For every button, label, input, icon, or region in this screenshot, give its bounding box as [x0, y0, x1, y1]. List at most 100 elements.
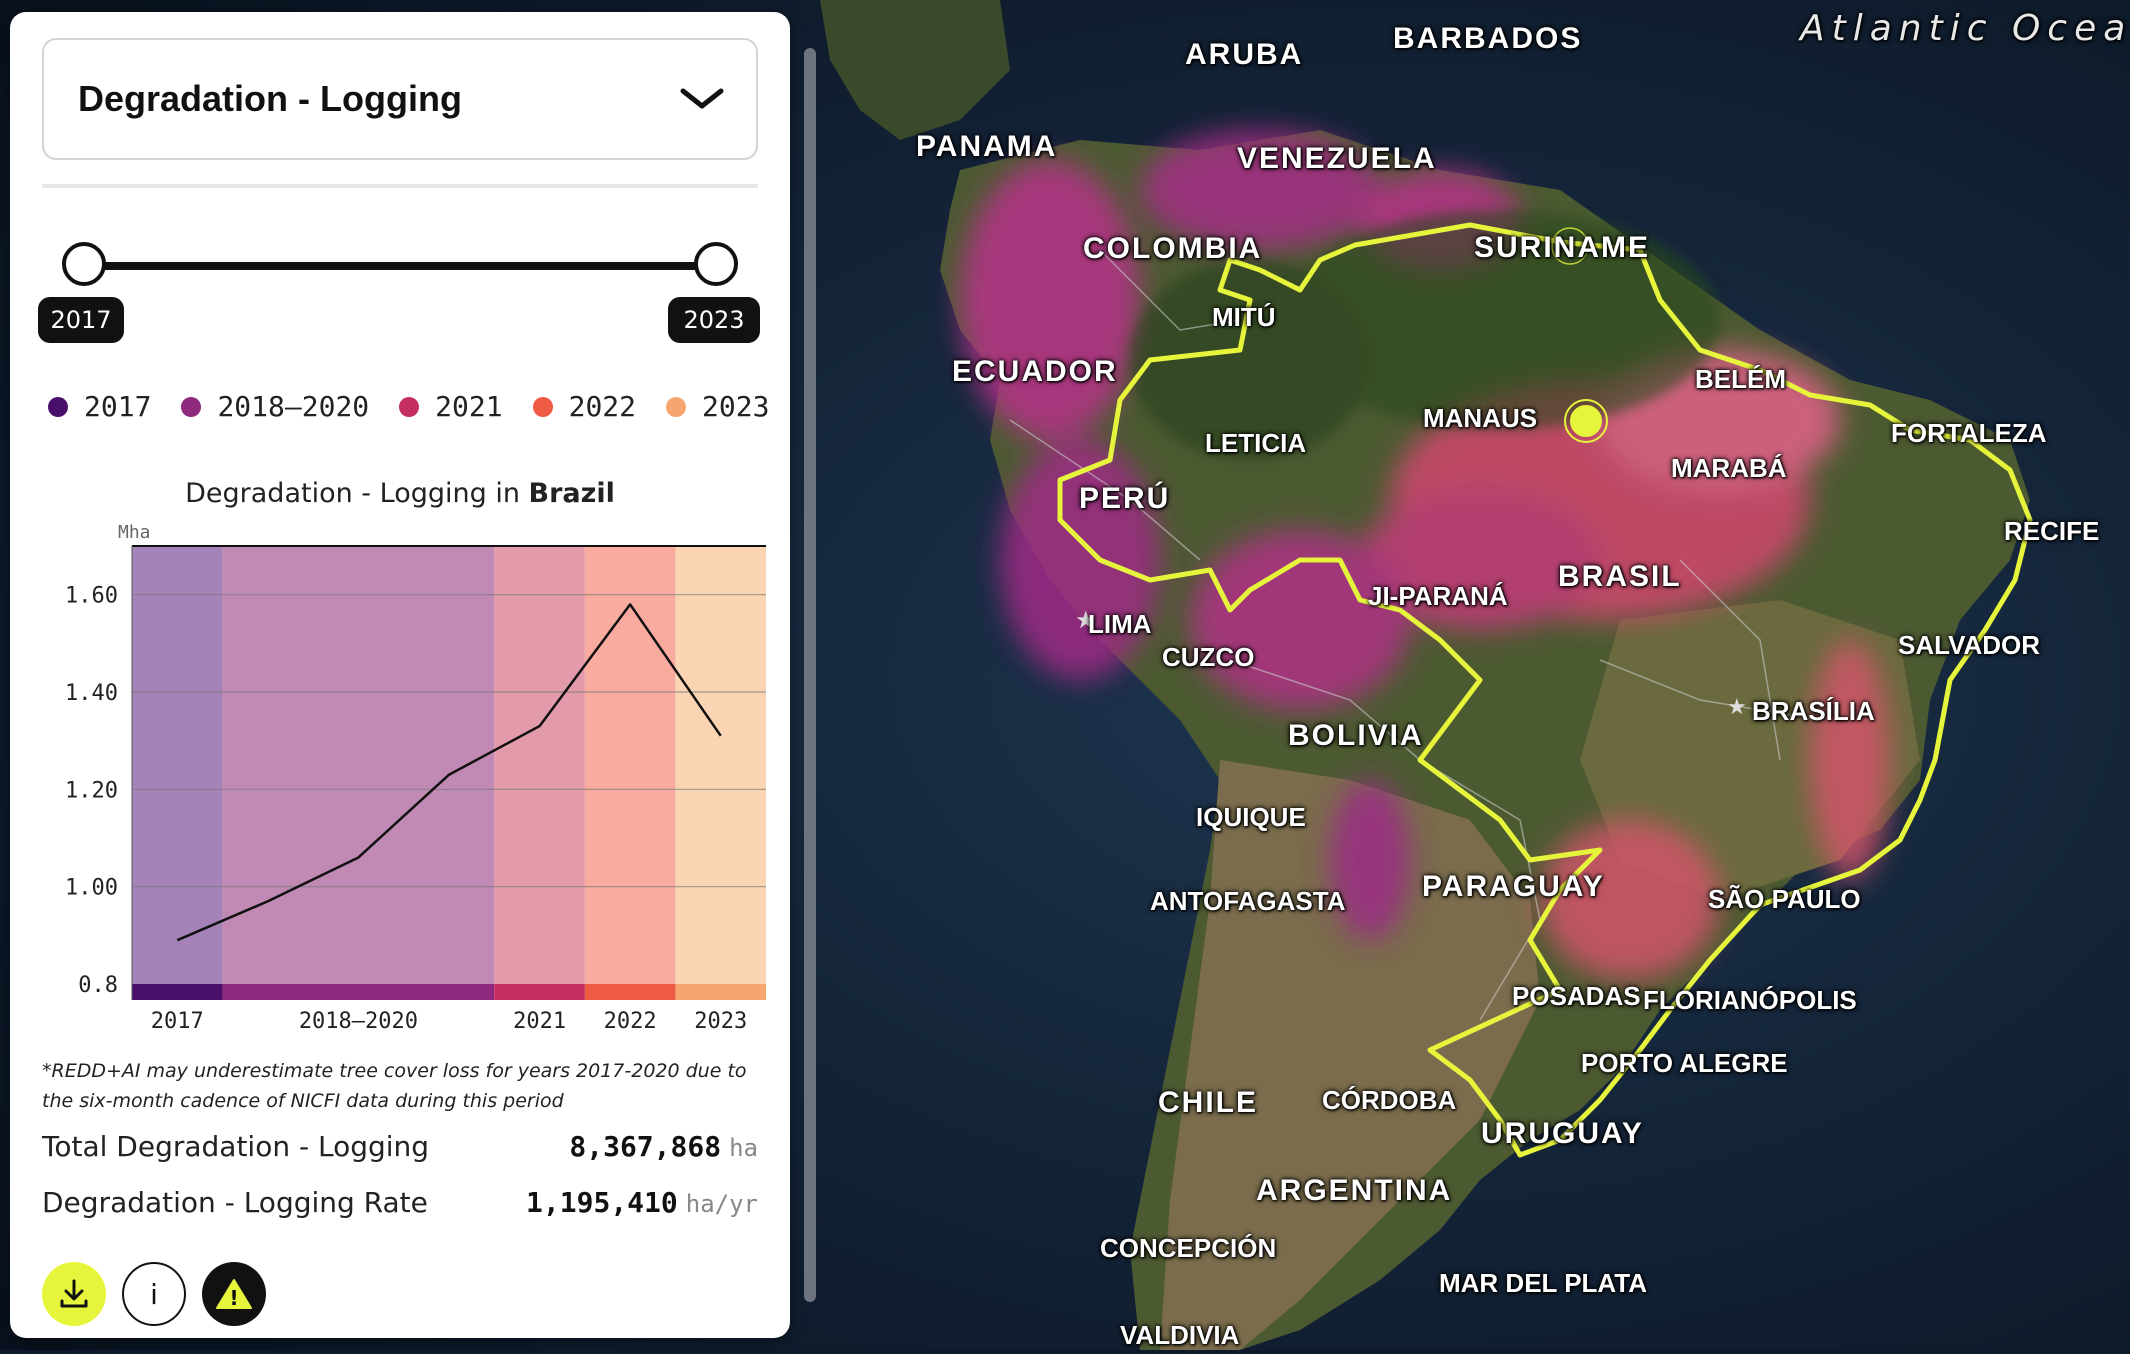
map-label-suriname: SURINAME	[1474, 231, 1650, 265]
stat-total-unit: ha	[729, 1134, 758, 1162]
legend-swatch	[399, 397, 419, 417]
chart-band-base	[494, 984, 585, 1000]
map-label-manaus: MANAUS	[1423, 403, 1537, 434]
divider	[42, 184, 758, 188]
info-button[interactable]: i	[122, 1262, 186, 1326]
year-slider-end-handle[interactable]	[694, 242, 738, 286]
chart-band	[223, 546, 495, 984]
ocean-label: Atlantic Ocean	[1800, 8, 2130, 49]
chart-title-prefix: Degradation - Logging in	[185, 478, 528, 509]
y-tick-label: 1.40	[65, 681, 118, 706]
chevron-down-icon	[680, 87, 724, 111]
legend-label: 2022	[569, 390, 636, 423]
legend-swatch	[533, 397, 553, 417]
stat-rate-value: 1,195,410	[526, 1186, 678, 1219]
location-marker	[1571, 406, 1601, 436]
stat-rate-label: Degradation - Logging Rate	[42, 1186, 428, 1219]
map-label-cordoba: CÓRDOBA	[1322, 1085, 1456, 1116]
map-label-bolivia: BOLIVIA	[1288, 719, 1424, 753]
map-label-antofagasta: ANTOFAGASTA	[1150, 886, 1345, 917]
map-label-brasilia: BRASÍLIA	[1752, 696, 1875, 727]
y-tick-label: 1.20	[65, 778, 118, 803]
map-label-paraguay: PARAGUAY	[1422, 870, 1605, 904]
legend-item: 2021	[399, 390, 502, 423]
legend-label: 2017	[84, 390, 151, 423]
legend-label: 2023	[702, 390, 769, 423]
y-tick-label: 1.60	[65, 584, 118, 609]
map-label-sao-paulo: SÃO PAULO	[1708, 884, 1861, 915]
map-label-ji-parana: JI-PARANÁ	[1368, 581, 1508, 612]
chart-title-country: Brazil	[529, 478, 615, 509]
stat-rate-unit: ha/yr	[686, 1190, 758, 1218]
warning-button[interactable]: !	[202, 1262, 266, 1326]
legend-item: 2022	[533, 390, 636, 423]
map-label-florianopolis: FLORIANÓPOLIS	[1643, 985, 1857, 1016]
x-tick-label: 2021	[513, 1009, 566, 1034]
stat-rate: Degradation - Logging Rate 1,195,410 ha/y…	[42, 1186, 758, 1219]
chart-band-base	[132, 984, 223, 1000]
chart-band	[585, 546, 676, 984]
download-icon	[57, 1277, 91, 1311]
map-label-aruba: ARUBA	[1185, 38, 1303, 72]
year-slider-start-handle[interactable]	[62, 242, 106, 286]
legend-swatch	[666, 397, 686, 417]
x-tick-label: 2023	[694, 1009, 747, 1034]
map-label-lima: LIMA	[1088, 609, 1152, 640]
map-label-salvador: SALVADOR	[1898, 630, 2040, 661]
map-label-fortaleza: FORTALEZA	[1891, 418, 2047, 449]
download-button[interactable]	[42, 1262, 106, 1326]
map-label-peru: PERÚ	[1079, 482, 1170, 516]
stat-total-label: Total Degradation - Logging	[42, 1130, 429, 1163]
layer-dropdown-label: Degradation - Logging	[78, 78, 462, 120]
map-label-posadas: POSADAS	[1512, 981, 1641, 1012]
map-label-argentina: ARGENTINA	[1256, 1174, 1452, 1208]
legend-label: 2021	[435, 390, 502, 423]
map-label-brasil: BRASIL	[1558, 560, 1682, 594]
chart-band	[675, 546, 766, 984]
map-label-mitu: MITÚ	[1212, 302, 1276, 333]
legend-swatch	[48, 397, 68, 417]
year-slider-end-label: 2023	[668, 297, 760, 343]
map-label-barbados: BARBADOS	[1393, 22, 1582, 56]
year-slider-track[interactable]	[84, 262, 716, 270]
legend-swatch	[181, 397, 201, 417]
panel-scrollbar[interactable]	[804, 48, 816, 1302]
map-label-maraba: MARABÁ	[1671, 453, 1787, 484]
map-label-ecuador: ECUADOR	[952, 355, 1118, 389]
warning-icon-mark: !	[229, 1286, 238, 1310]
map-label-belem: BELÉM	[1695, 364, 1786, 395]
chart-band-base	[585, 984, 676, 1000]
map-label-porto-alegre: PORTO ALEGRE	[1581, 1048, 1788, 1079]
map-label-valdivia: VALDIVIA	[1120, 1320, 1239, 1351]
x-tick-label: 2018–2020	[299, 1009, 418, 1034]
y-axis-label: Mha	[118, 522, 151, 543]
chart-band-base	[223, 984, 495, 1000]
map-label-cuzco: CUZCO	[1162, 642, 1254, 673]
map-label-venezuela: VENEZUELA	[1237, 142, 1437, 176]
map-label-uruguay: URUGUAY	[1481, 1117, 1644, 1151]
legend-label: 2018–2020	[217, 390, 369, 423]
map-label-mar-del-plata: MAR DEL PLATA	[1439, 1268, 1647, 1299]
map-label-leticia: LETICIA	[1205, 428, 1306, 459]
x-tick-label: 2017	[151, 1009, 204, 1034]
layer-dropdown[interactable]: Degradation - Logging	[42, 38, 758, 160]
analysis-panel: Degradation - Logging 2017 2023 2017 201…	[10, 12, 790, 1338]
map-label-colombia: COLOMBIA	[1083, 232, 1262, 266]
legend-item: 2018–2020	[181, 390, 369, 423]
y-tick-label: 0.8	[78, 973, 118, 998]
map-label-panama: PANAMA	[916, 130, 1057, 164]
legend-item: 2017	[48, 390, 151, 423]
map-label-chile: CHILE	[1158, 1086, 1258, 1120]
info-icon: i	[150, 1278, 158, 1311]
legend-item: 2023	[666, 390, 769, 423]
map-label-concepcion: CONCEPCIÓN	[1100, 1233, 1276, 1264]
chart-band-base	[675, 984, 766, 1000]
map-label-iquique: IQUIQUE	[1196, 802, 1306, 833]
chart-title: Degradation - Logging in Brazil	[10, 478, 790, 509]
svg-text:★: ★	[1727, 695, 1747, 720]
chart-band	[494, 546, 585, 984]
year-slider-start-label: 2017	[38, 297, 124, 343]
year-legend: 2017 2018–2020 2021 2022 2023	[48, 390, 769, 423]
